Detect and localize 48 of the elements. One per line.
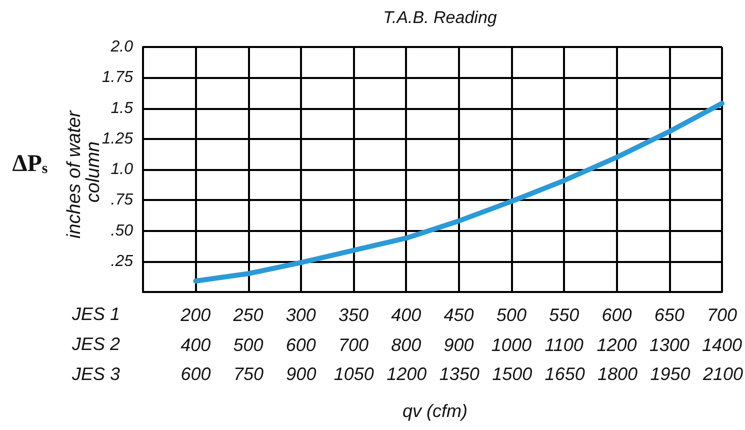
x-tick-label: 600 — [602, 305, 632, 325]
text: 1050 — [334, 364, 374, 384]
y-tick-label: .50 — [110, 222, 134, 240]
text: 1200 — [386, 364, 427, 384]
text: 900 — [286, 364, 316, 384]
text: JES 3 — [71, 364, 120, 384]
x2-tick-label: 1000 — [491, 335, 532, 355]
x-tick-label: 250 — [232, 305, 264, 325]
y-tick-label: .75 — [110, 192, 134, 209]
text: 1650 — [544, 364, 585, 384]
y-tick-label: 1.75 — [102, 69, 134, 86]
x-tick-label: 550 — [549, 305, 580, 325]
x-tick-label: 500 — [496, 305, 526, 325]
text: 1350 — [439, 364, 480, 384]
text: 1950 — [650, 364, 690, 384]
x2-tick-label: 500 — [233, 335, 264, 355]
text: 1500 — [492, 364, 532, 384]
text: ΔPs — [12, 151, 48, 177]
x2-tick-label: 800 — [391, 335, 422, 355]
x-tick-label: 200 — [180, 305, 211, 325]
x-tick-label: 300 — [286, 305, 316, 325]
y-tick-label: 2.0 — [110, 38, 134, 56]
chart-title: T.A.B. Reading — [383, 8, 498, 27]
text: 1800 — [598, 364, 638, 384]
x2-tick-label: 1300 — [649, 335, 690, 355]
text: JES 1 — [71, 304, 120, 324]
y-tick-label: .25 — [110, 252, 134, 270]
text: 600 — [180, 364, 211, 384]
text: 750 — [233, 364, 264, 384]
x-tick-label: 450 — [444, 305, 474, 325]
y-axis-title: inches of water column — [64, 105, 104, 239]
y-tick-label: 1.0 — [110, 161, 134, 178]
x2-tick-label: 600 — [286, 335, 316, 355]
x2-tick-label: 1400 — [702, 335, 742, 355]
x2-tick-label: 1200 — [596, 335, 637, 355]
text: JES 2 — [71, 334, 120, 354]
y-tick-label: 1.5 — [110, 100, 134, 117]
x-tick-label: 700 — [706, 305, 737, 325]
x-tick-label: 650 — [654, 305, 684, 325]
x2-tick-label: 1100 — [544, 335, 584, 355]
x-tick-label: 350 — [338, 305, 369, 325]
y-tick-label: 1.25 — [102, 130, 134, 148]
text: 2100 — [702, 364, 744, 384]
x-tick-label: 400 — [391, 305, 422, 325]
x2-tick-label: 900 — [444, 335, 474, 355]
x2-tick-label: 400 — [180, 335, 211, 355]
x2-tick-label: 700 — [338, 335, 369, 355]
x-axis-title: qv (cfm) — [402, 401, 468, 421]
